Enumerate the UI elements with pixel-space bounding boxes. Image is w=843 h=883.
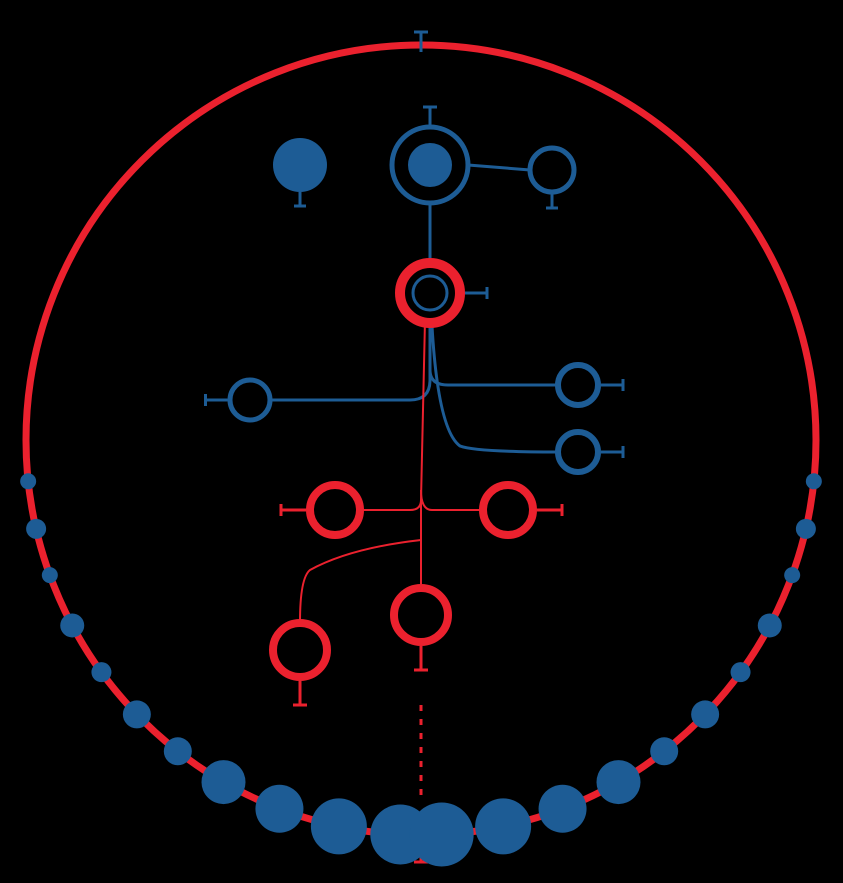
perimeter-dot-right-2 [784, 567, 800, 583]
node-red-left [310, 485, 360, 535]
perimeter-dot-left-7 [202, 760, 246, 804]
perimeter-dot-bottom-center [410, 802, 474, 866]
perimeter-dot-right-0 [806, 473, 822, 489]
perimeter-dot-left-1 [26, 519, 46, 539]
perimeter-dot-left-2 [42, 567, 58, 583]
node-blue-right-upper [558, 365, 598, 405]
perimeter-dot-left-4 [91, 662, 111, 682]
node-red-right [483, 485, 533, 535]
perimeter-dot-left-6 [164, 737, 192, 765]
perimeter-dot-left-0 [20, 473, 36, 489]
perimeter-dot-left-5 [123, 700, 151, 728]
node-top-center-core [408, 143, 452, 187]
node-top-right-ring [530, 148, 574, 192]
perimeter-dot-right-5 [691, 700, 719, 728]
perimeter-dot-right-6 [650, 737, 678, 765]
node-blue-right-lower [558, 432, 598, 472]
perimeter-dot-right-8 [539, 785, 587, 833]
perimeter-dot-right-9 [475, 798, 531, 854]
node-red-bottom-center [394, 588, 448, 642]
node-blue-left [230, 380, 270, 420]
perimeter-dot-left-8 [255, 785, 303, 833]
perimeter-dot-right-1 [796, 519, 816, 539]
cell-diagram [0, 0, 843, 883]
node-red-bottom-left [273, 623, 327, 677]
perimeter-dot-left-3 [60, 613, 84, 637]
perimeter-dot-right-4 [731, 662, 751, 682]
perimeter-dot-right-3 [758, 613, 782, 637]
perimeter-dot-left-9 [311, 798, 367, 854]
node-mid-center-red [400, 263, 460, 323]
perimeter-dot-right-7 [597, 760, 641, 804]
node-top-left-solid [273, 138, 327, 192]
